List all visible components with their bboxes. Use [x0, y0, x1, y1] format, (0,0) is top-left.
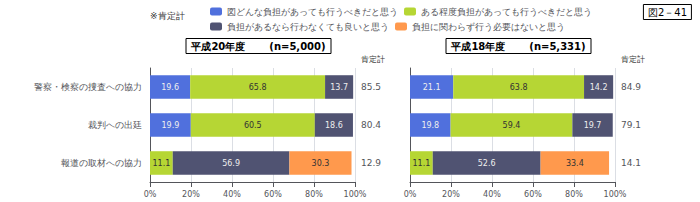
svg-text:ある程度負担があっても行うべきだと思う: ある程度負担があっても行うべきだと思う	[421, 7, 592, 17]
svg-text:19.9: 19.9	[161, 121, 179, 130]
svg-text:報道の取材への協力: 報道の取材への協力	[61, 158, 142, 168]
svg-text:80%: 80%	[305, 190, 323, 199]
svg-text:33.4: 33.4	[566, 159, 584, 168]
svg-text:52.6: 52.6	[478, 159, 496, 168]
svg-text:56.9: 56.9	[222, 159, 240, 168]
svg-text:80.4: 80.4	[361, 120, 381, 130]
svg-text:図どんな負担があっても行うべきだと思う: 図どんな負担があっても行うべきだと思う	[227, 7, 398, 17]
svg-text:19.7: 19.7	[584, 121, 602, 130]
svg-text:(n=5,000): (n=5,000)	[269, 41, 325, 52]
svg-text:20%: 20%	[442, 190, 460, 199]
svg-text:40%: 40%	[483, 190, 501, 199]
svg-text:20%: 20%	[182, 190, 200, 199]
svg-text:肯定計: 肯定計	[361, 55, 385, 64]
svg-text:40%: 40%	[223, 190, 241, 199]
svg-text:84.9: 84.9	[621, 82, 641, 92]
svg-text:14.1: 14.1	[621, 158, 641, 168]
svg-text:12.9: 12.9	[361, 158, 381, 168]
svg-text:負担があるなら行わなくても良いと思う: 負担があるなら行わなくても良いと思う	[227, 22, 389, 32]
svg-text:13.7: 13.7	[330, 83, 348, 92]
svg-text:100%: 100%	[604, 190, 627, 199]
svg-text:11.1: 11.1	[152, 159, 170, 168]
svg-text:図2－41: 図2－41	[648, 7, 687, 18]
svg-text:60%: 60%	[264, 190, 282, 199]
svg-text:負担に関わらず行う必要はないと思う: 負担に関わらず行う必要はないと思う	[412, 22, 565, 32]
svg-text:警察・検察の捜査への協力: 警察・検察の捜査への協力	[34, 82, 142, 92]
svg-text:18.6: 18.6	[325, 121, 343, 130]
svg-text:59.4: 59.4	[503, 121, 521, 130]
svg-text:裁判への出廷: 裁判への出廷	[88, 120, 142, 130]
svg-text:19.6: 19.6	[161, 83, 179, 92]
svg-text:60.5: 60.5	[244, 121, 262, 130]
svg-text:65.8: 65.8	[249, 83, 267, 92]
svg-text:63.8: 63.8	[510, 83, 528, 92]
svg-text:80%: 80%	[565, 190, 583, 199]
svg-text:14.2: 14.2	[590, 83, 608, 92]
svg-text:79.1: 79.1	[621, 120, 641, 130]
svg-text:(n=5,331): (n=5,331)	[529, 41, 585, 52]
svg-text:平成18年度: 平成18年度	[450, 41, 505, 52]
svg-text:平成20年度: 平成20年度	[190, 41, 245, 52]
svg-text:60%: 60%	[524, 190, 542, 199]
svg-text:11.1: 11.1	[412, 159, 430, 168]
svg-text:※肯定計: ※肯定計	[150, 11, 185, 21]
svg-text:21.1: 21.1	[423, 83, 441, 92]
svg-text:19.8: 19.8	[421, 121, 439, 130]
svg-text:30.3: 30.3	[312, 159, 330, 168]
svg-text:0%: 0%	[404, 190, 417, 199]
svg-text:肯定計: 肯定計	[621, 55, 645, 64]
svg-text:0%: 0%	[144, 190, 157, 199]
svg-text:100%: 100%	[344, 190, 367, 199]
svg-text:85.5: 85.5	[361, 82, 381, 92]
